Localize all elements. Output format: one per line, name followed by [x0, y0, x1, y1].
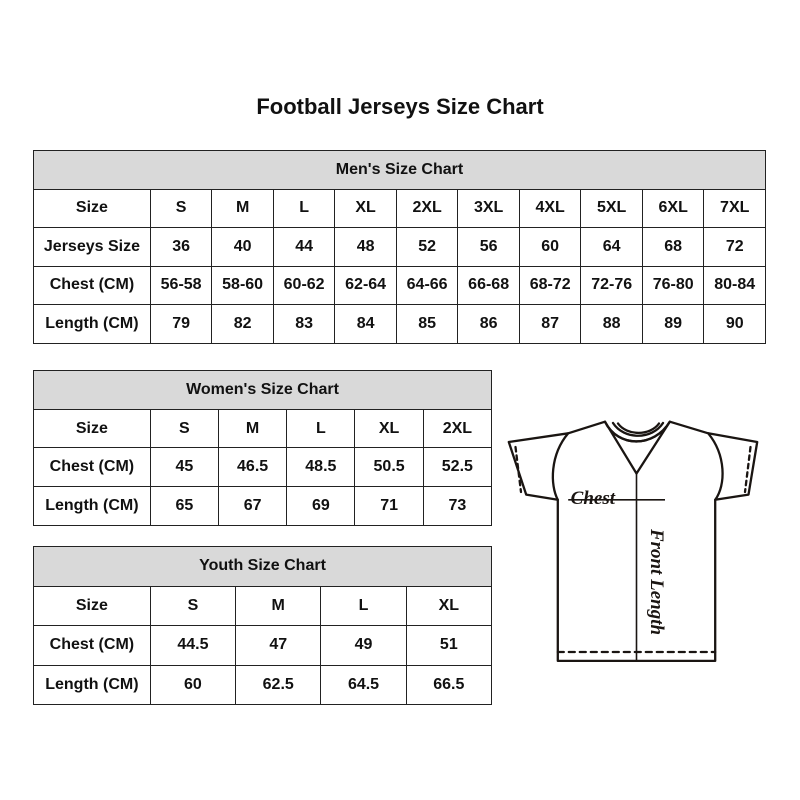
- svg-text:Front Length: Front Length: [646, 528, 667, 635]
- svg-text:Chest: Chest: [571, 488, 616, 509]
